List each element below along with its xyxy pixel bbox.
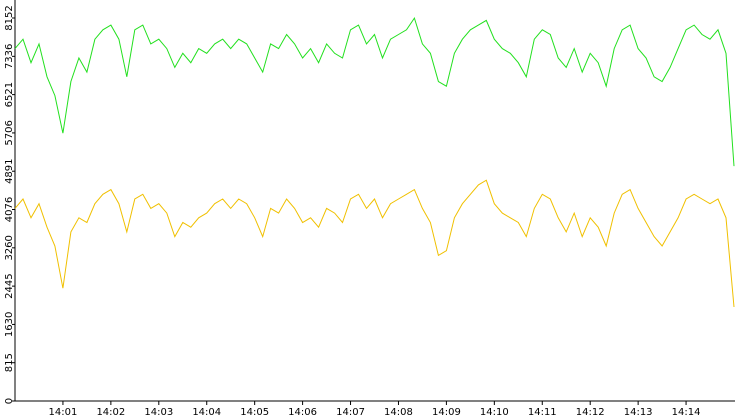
series-line [14, 16, 735, 167]
x-tick-label: 14:11 [528, 407, 557, 415]
y-tick-label: 6521 [4, 82, 15, 107]
y-tick-label: 4891 [4, 158, 15, 183]
x-tick-label: 14:10 [480, 407, 509, 415]
y-tick-label: 1630 [4, 312, 15, 337]
y-tick-label: 3260 [4, 235, 15, 260]
x-tick-label: 14:09 [432, 407, 461, 415]
y-tick-label: 5706 [4, 120, 15, 145]
x-tick-label: 14:05 [240, 407, 269, 415]
y-tick-label: 0 [4, 398, 15, 404]
x-tick-label: 14:03 [144, 407, 173, 415]
x-tick-label: 14:08 [384, 407, 413, 415]
x-tick-label: 14:14 [672, 407, 701, 415]
x-tick-label: 14:07 [336, 407, 365, 415]
x-tick-label: 14:13 [624, 407, 653, 415]
x-tick-label: 14:06 [288, 407, 317, 415]
x-tick-label: 14:01 [49, 407, 78, 415]
x-tick-label: 14:12 [576, 407, 605, 415]
y-tick-label: 7336 [4, 44, 15, 69]
series-line [14, 179, 735, 308]
y-tick-label: 8152 [4, 5, 15, 30]
y-tick-label: 2445 [4, 273, 15, 298]
y-tick-label: 815 [4, 353, 15, 372]
x-tick-label: 14:04 [192, 407, 221, 415]
y-tick-label: 4076 [4, 197, 15, 222]
x-tick-label: 14:02 [96, 407, 125, 415]
